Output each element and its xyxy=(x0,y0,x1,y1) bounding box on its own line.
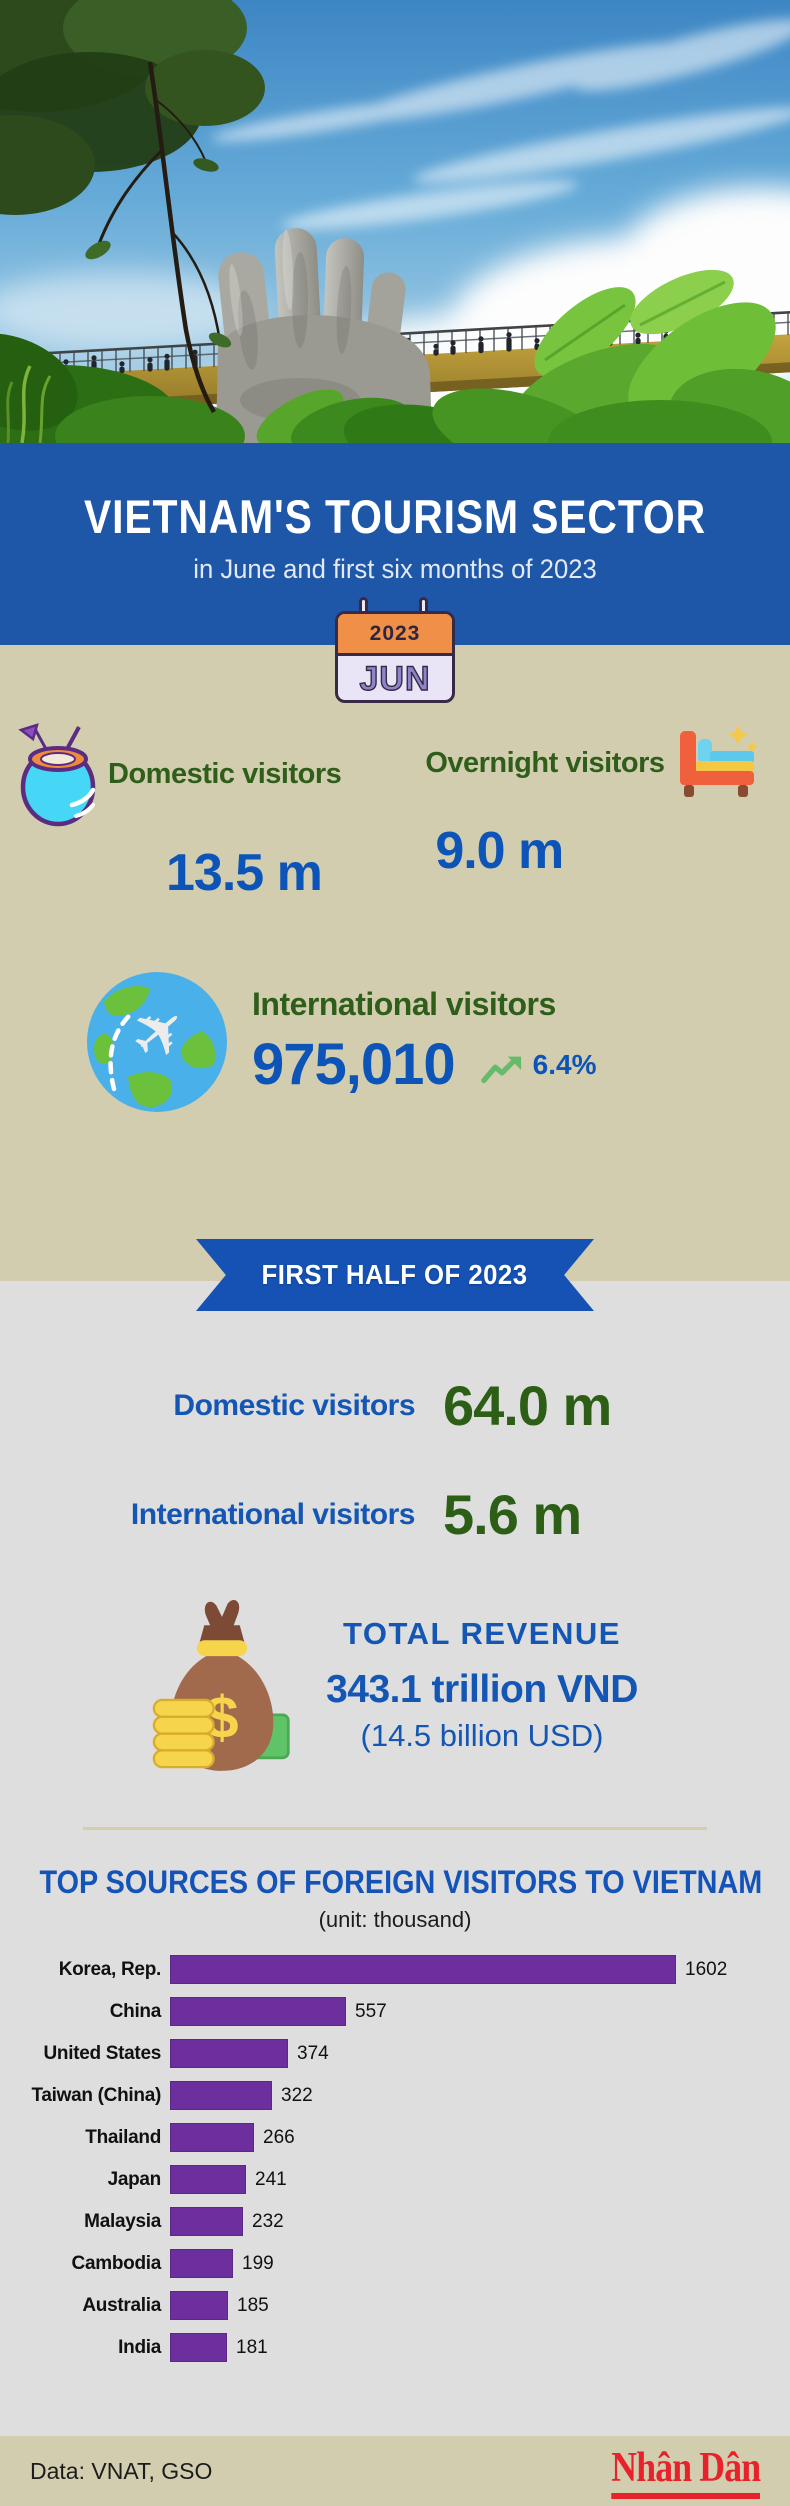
infographic-subtitle: in June and first six months of 2023 xyxy=(193,554,597,584)
bar-label: Korea, Rep. xyxy=(58,1958,162,1980)
first-half-section: FIRST HALF OF 2023 Domestic visitors 64.… xyxy=(0,1239,790,2436)
chart-row: Malaysia 232 xyxy=(0,2207,790,2236)
chart-row: Japan 241 xyxy=(0,2165,790,2194)
bar xyxy=(170,2123,254,2152)
chart-row: Cambodia 199 xyxy=(0,2249,790,2278)
bar-label: Thailand xyxy=(85,2126,161,2148)
calendar-month: JUN xyxy=(359,659,431,698)
bar xyxy=(170,1997,346,2026)
international-visitors-value: 975,010 xyxy=(252,1032,456,1097)
footer: Data: VNAT, GSO Nhân Dân xyxy=(0,2436,790,2506)
bar xyxy=(170,2291,228,2320)
bar-label: Taiwan (China) xyxy=(31,2084,161,2106)
bar xyxy=(170,2249,233,2278)
bar xyxy=(170,1955,676,1984)
bar-label: United States xyxy=(43,2042,161,2064)
bar-value: 199 xyxy=(242,2252,274,2274)
h1-domestic-value: 64.0 m xyxy=(443,1374,612,1437)
revenue-vnd-value: 343.1 trillion VND xyxy=(326,1668,638,1711)
revenue-title: TOTAL REVENUE xyxy=(343,1616,621,1651)
foliage-bottom xyxy=(0,269,790,443)
calendar-year: 2023 xyxy=(338,614,452,656)
bar-label: Australia xyxy=(82,2294,161,2316)
domestic-visitors-value: 13.5 m xyxy=(166,844,323,902)
bar-value: 557 xyxy=(355,2000,387,2022)
money-bag-icon: $ xyxy=(152,1600,290,1771)
chart-unit-label: (unit: thousand) xyxy=(318,1907,472,1932)
bar-value: 185 xyxy=(237,2294,269,2316)
bar-value: 241 xyxy=(255,2168,287,2190)
data-source: Data: VNAT, GSO xyxy=(30,2457,213,2484)
coconut-drink-icon xyxy=(18,723,96,827)
chart-row: Australia 185 xyxy=(0,2291,790,2320)
globe-plane-icon: ✈ xyxy=(87,972,227,1112)
international-visitors-label: International visitors xyxy=(252,986,556,1022)
bar-label: Malaysia xyxy=(84,2210,161,2232)
domestic-visitors-label: Domestic visitors xyxy=(108,757,342,790)
revenue-usd-value: (14.5 billion USD) xyxy=(360,1718,604,1753)
trend-up-icon xyxy=(480,1056,521,1083)
bar xyxy=(170,2207,243,2236)
first-half-ribbon: FIRST HALF OF 2023 xyxy=(196,1239,594,1311)
calendar-icon: 2023 JUN xyxy=(335,597,455,703)
h1-international-label: International visitors xyxy=(130,1497,416,1531)
bar-value: 374 xyxy=(297,2042,329,2064)
bar xyxy=(170,2039,288,2068)
foliage-top-left xyxy=(0,0,265,414)
overnight-visitors-label: Overnight visitors xyxy=(425,746,665,779)
bar-label: Japan xyxy=(107,2168,162,2190)
h1-domestic-label: Domestic visitors xyxy=(173,1388,415,1422)
ribbon-label: FIRST HALF OF 2023 xyxy=(262,1259,528,1290)
bar-value: 232 xyxy=(252,2210,284,2232)
bar-value: 1602 xyxy=(685,1958,728,1980)
chart-title: TOP SOURCES OF FOREIGN VISITORS TO VIETN… xyxy=(39,1864,763,1900)
bed-icon xyxy=(680,725,759,797)
chart-row: United States 374 xyxy=(0,2039,790,2068)
chart-row: Taiwan (China) 322 xyxy=(0,2081,790,2110)
bar xyxy=(170,2165,246,2194)
bar-value: 322 xyxy=(281,2084,313,2106)
nhandan-logo: Nhân Dân xyxy=(611,2444,761,2499)
bar-chart: Korea, Rep. 1602 China 557 United States 374 T… xyxy=(0,1955,790,2362)
h1-international-value: 5.6 m xyxy=(443,1483,582,1546)
june-stats-section: Domestic visitors 13.5 m Overnight visit… xyxy=(0,645,790,1281)
bar-value: 266 xyxy=(263,2126,295,2148)
bar xyxy=(170,2333,227,2362)
chart-row: Thailand 266 xyxy=(0,2123,790,2152)
bar-label: India xyxy=(118,2336,161,2358)
infographic-title: VIETNAM'S TOURISM SECTOR xyxy=(83,490,707,543)
chart-row: China 557 xyxy=(0,1997,790,2026)
growth-percent: 6.4% xyxy=(532,1048,597,1080)
bar-label: China xyxy=(109,2000,162,2022)
bar-value: 181 xyxy=(236,2336,268,2358)
bar-label: Cambodia xyxy=(71,2252,162,2274)
section-divider xyxy=(83,1827,707,1830)
golden-bridge-scene xyxy=(0,0,790,443)
golden-bridge-photo xyxy=(0,0,790,443)
chart-row: Korea, Rep. 1602 xyxy=(0,1955,790,1984)
bar xyxy=(170,2081,272,2110)
chart-row: India 181 xyxy=(0,2333,790,2362)
overnight-visitors-value: 9.0 m xyxy=(435,822,564,880)
